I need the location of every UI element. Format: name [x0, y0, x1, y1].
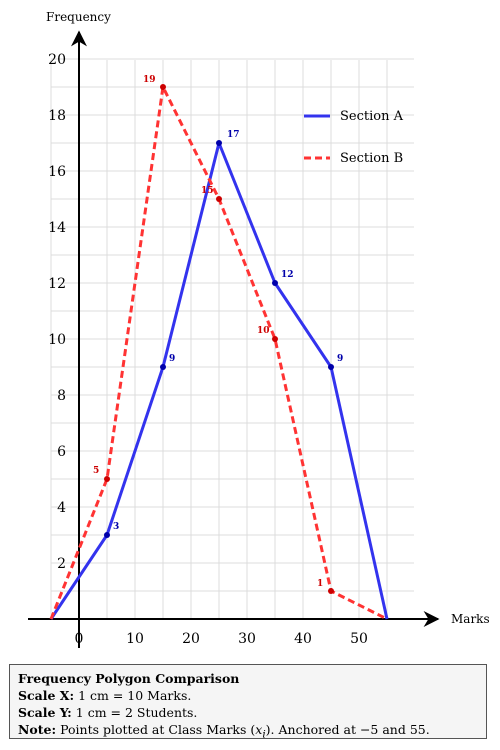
data-point: [328, 588, 334, 594]
note-text-before: Points plotted at Class Marks (: [60, 722, 256, 737]
data-point: [160, 84, 166, 90]
note-title: Frequency Polygon Comparison: [18, 671, 240, 686]
y-tick-label: 18: [48, 108, 66, 124]
data-label: 19: [143, 75, 156, 85]
data-label: 9: [337, 354, 343, 364]
y-axis-label: Frequency: [46, 10, 111, 24]
x-tick-label: 20: [182, 631, 200, 647]
data-point: [104, 476, 110, 482]
data-label: 10: [257, 326, 270, 336]
data-point: [216, 140, 222, 146]
note-label: Note:: [18, 722, 57, 737]
scale-x-label: Scale X:: [18, 688, 75, 703]
tick-labels: 0 10 20 30 40 50 2 4 6 8 10 12 14 16 18 20: [48, 52, 368, 647]
data-points: 3 9 17 12 9 5 19 15 10 1: [93, 75, 343, 594]
data-label: 12: [281, 270, 294, 280]
axes: Marks Frequency: [28, 10, 490, 648]
data-point: [216, 196, 222, 202]
note-text-after: ). Anchored at −5 and 55.: [265, 722, 430, 737]
x-tick-label: 50: [350, 631, 368, 647]
data-label: 1: [317, 579, 323, 589]
data-label: 9: [169, 354, 175, 364]
y-tick-label: 10: [48, 332, 66, 348]
note-symbol: x: [255, 722, 263, 737]
frequency-polygon-chart: Marks Frequency 0 10 20 30 40 50 2 4 6 8 10 12 14 16 18…: [28, 10, 490, 648]
data-label: 17: [227, 130, 240, 140]
legend-label: Section A: [340, 109, 404, 124]
grid: [50, 58, 414, 619]
y-tick-label: 20: [48, 52, 66, 68]
y-tick-label: 16: [48, 164, 66, 180]
scale-x-text: 1 cm = 10 Marks.: [78, 688, 192, 703]
data-point: [160, 364, 166, 370]
data-point: [272, 280, 278, 286]
note-subscript: i: [262, 728, 266, 741]
x-tick-label: 40: [294, 631, 312, 647]
data-label: 15: [201, 186, 214, 196]
x-axis-label: Marks: [451, 612, 490, 626]
y-tick-label: 2: [57, 556, 66, 572]
y-tick-label: 12: [48, 276, 66, 292]
chart-note-box: Frequency Polygon Comparison Scale X: 1 …: [9, 664, 487, 741]
legend-label: Section B: [340, 151, 403, 166]
data-point: [104, 532, 110, 538]
x-tick-label: 10: [126, 631, 144, 647]
scale-y-label: Scale Y:: [18, 705, 72, 720]
y-tick-label: 6: [57, 444, 66, 460]
y-tick-label: 8: [57, 388, 66, 404]
data-point: [272, 336, 278, 342]
x-tick-label: 30: [238, 631, 256, 647]
y-tick-label: 4: [57, 500, 66, 516]
y-tick-label: 14: [48, 220, 66, 236]
x-tick-label: 0: [75, 631, 84, 647]
data-label: 5: [93, 466, 99, 476]
scale-y-text: 1 cm = 2 Students.: [75, 705, 198, 720]
data-point: [328, 364, 334, 370]
legend: Section A Section B: [304, 109, 404, 166]
data-label: 3: [113, 522, 119, 532]
